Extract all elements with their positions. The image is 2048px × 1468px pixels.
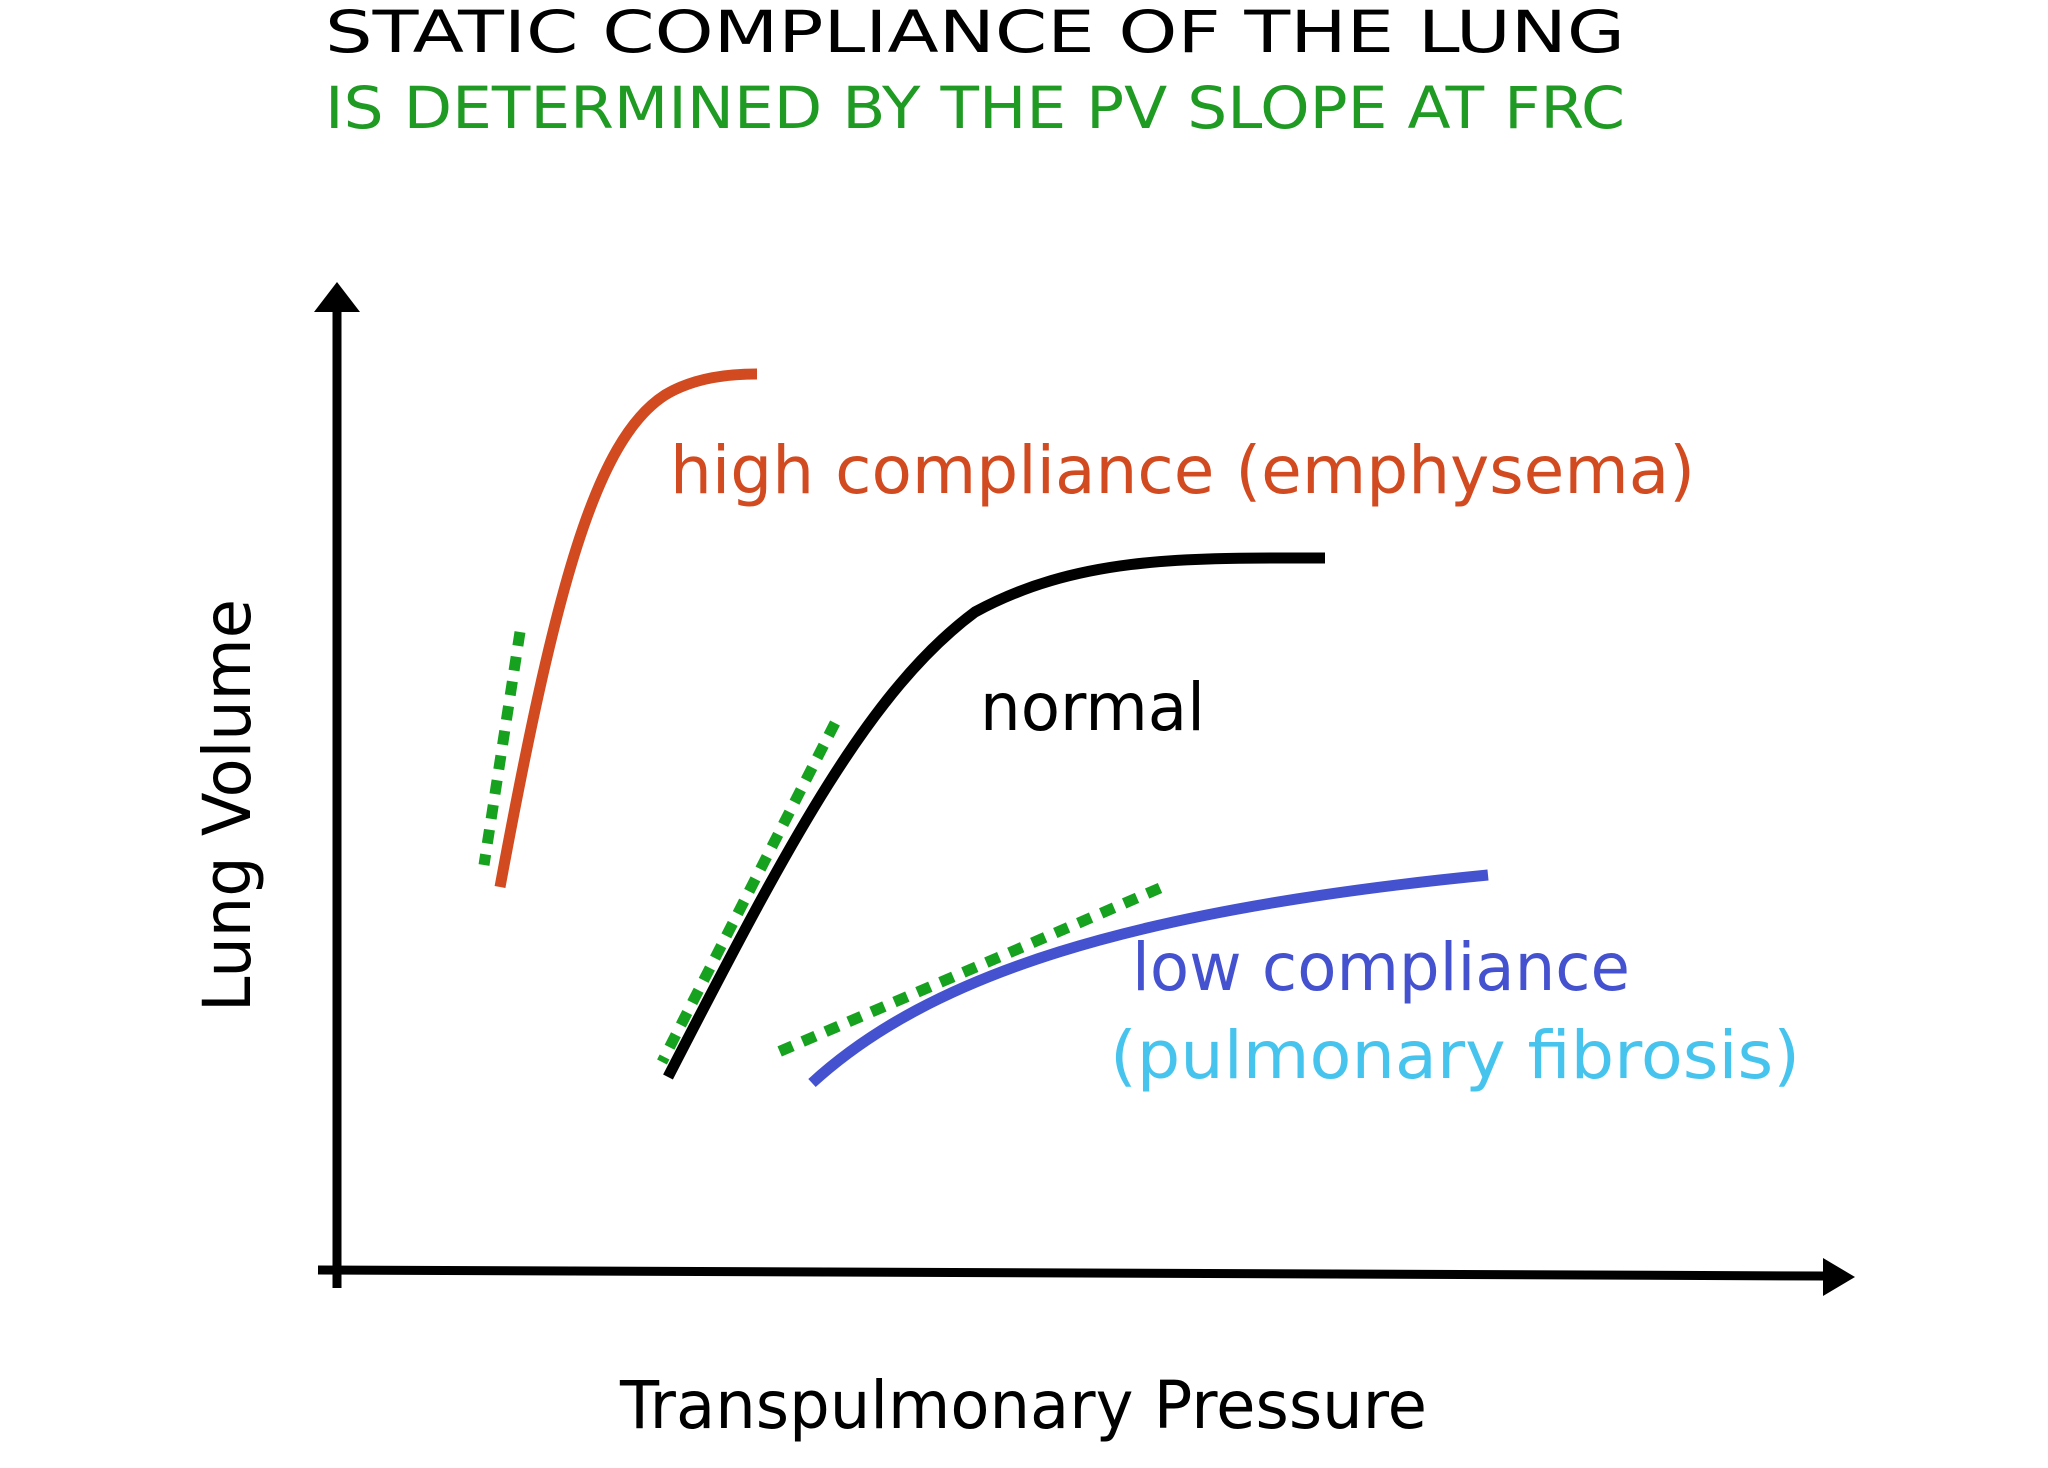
normal-curve	[663, 552, 1326, 1080]
high-compliance-label: high compliance (emphysema)	[670, 432, 1695, 509]
x-axis-arrow	[1823, 1258, 1855, 1296]
axes	[314, 282, 1855, 1296]
high-compliance-curve	[494, 368, 758, 889]
y-axis-label: Lung Volume	[189, 599, 266, 1012]
diagram-subtitle: IS DETERMINED BY THE PV SLOPE AT FRC	[325, 74, 1625, 142]
diagram-title: STATIC COMPLIANCE OF THE LUNG	[325, 0, 1625, 66]
x-axis-label: Transpulmonary Pressure	[619, 1367, 1427, 1444]
normal-label: normal	[980, 669, 1205, 746]
low-compliance-sublabel: (pulmonary fibrosis)	[1110, 1017, 1800, 1094]
low-compliance-curve	[808, 869, 1489, 1088]
normal-tangent	[657, 720, 840, 1065]
y-axis-arrow	[314, 282, 360, 312]
x-axis-line	[317, 1265, 1826, 1281]
low-compliance-tangent	[773, 882, 1163, 1059]
low-compliance-label: low compliance	[1132, 929, 1630, 1006]
